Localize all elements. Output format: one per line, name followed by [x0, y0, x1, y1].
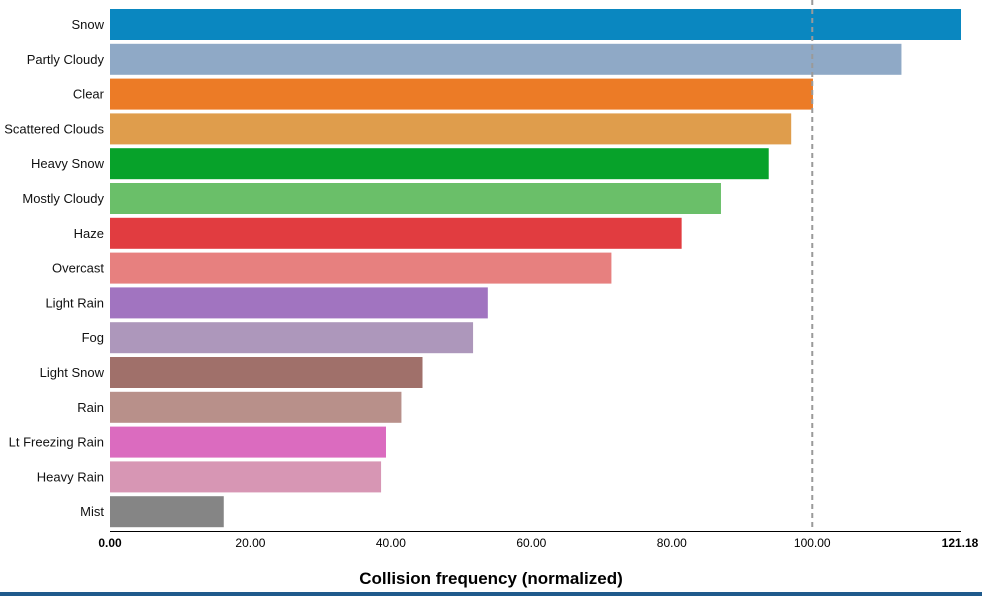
bar-snow — [110, 9, 961, 40]
category-label: Clear — [73, 87, 105, 102]
x-tick-label: 100.00 — [794, 536, 831, 550]
bar-lt-freezing-rain — [110, 426, 386, 458]
x-axis-title: Collision frequency (normalized) — [359, 569, 623, 588]
x-ticks: 0.00 20.00 40.00 60.00 80.00 100.00 121.18 — [98, 536, 978, 550]
category-label: Rain — [77, 400, 104, 415]
category-label: Snow — [71, 17, 104, 32]
x-tick-label: 60.00 — [516, 536, 546, 550]
bar-light-snow — [110, 357, 423, 388]
bar-partly-cloudy — [110, 43, 902, 75]
bar-haze — [110, 217, 682, 249]
bar-overcast — [110, 252, 612, 284]
category-label: Fog — [82, 330, 104, 345]
bar-heavy-rain — [110, 461, 382, 493]
category-label: Lt Freezing Rain — [9, 435, 104, 450]
category-label: Heavy Rain — [37, 469, 104, 484]
category-label: Haze — [74, 226, 104, 241]
x-tick-label: 40.00 — [376, 536, 406, 550]
category-label: Light Rain — [45, 295, 104, 310]
category-label: Light Snow — [40, 365, 105, 380]
x-tick-label: 121.18 — [942, 536, 979, 550]
category-label: Scattered Clouds — [4, 121, 104, 136]
category-labels: Snow Partly Cloudy Clear Scattered Clouds He… — [4, 17, 104, 519]
category-label: Overcast — [52, 261, 104, 276]
x-tick-label: 0.00 — [98, 536, 122, 550]
category-label: Partly Cloudy — [27, 52, 105, 67]
bar-light-rain — [110, 287, 488, 319]
category-label: Mostly Cloudy — [22, 191, 104, 206]
bar-mist — [110, 496, 224, 528]
bottom-band — [0, 592, 982, 596]
x-tick-label: 80.00 — [657, 536, 687, 550]
category-label: Heavy Snow — [31, 156, 105, 171]
category-label: Mist — [80, 504, 104, 519]
bar-scattered-clouds — [110, 113, 792, 145]
bars-group — [110, 9, 961, 528]
bar-rain — [110, 391, 402, 423]
x-tick-label: 20.00 — [235, 536, 265, 550]
bar-heavy-snow — [110, 148, 769, 180]
bar-mostly-cloudy — [110, 183, 721, 214]
bar-fog — [110, 322, 474, 354]
bar-clear — [110, 78, 813, 110]
